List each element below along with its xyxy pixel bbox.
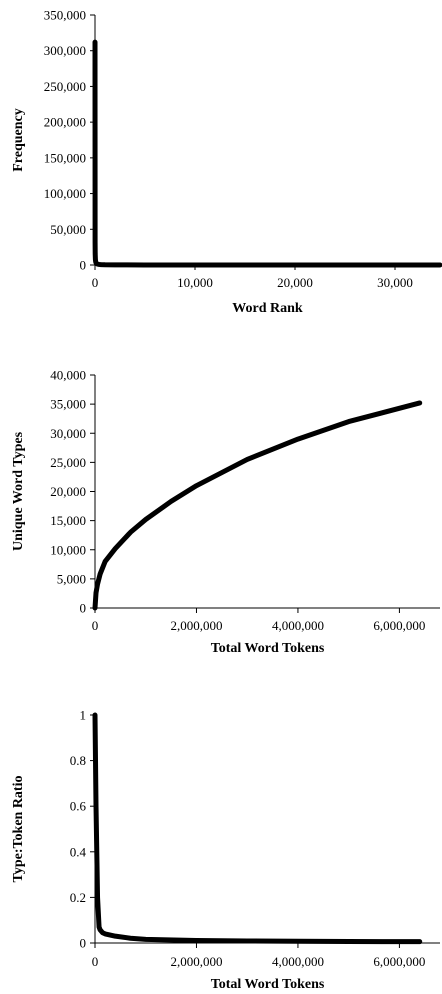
y-tick-label: 0.2: [70, 890, 86, 905]
x-tick-label: 4,000,000: [272, 954, 324, 969]
y-tick-label: 350,000: [44, 8, 86, 23]
y-tick-label: 0: [80, 258, 87, 273]
y-tick-label: 0.6: [70, 799, 87, 814]
y-tick-label: 100,000: [44, 186, 86, 201]
chart-ttr-vs-tokens: 0 0.2 0.4 0.6 0.8 1 0 2,000,000 4,000,000 6,000,0…: [11, 708, 440, 992]
y-tick-label: 30,000: [50, 426, 86, 441]
x-tick-label: 10,000: [177, 275, 213, 290]
series-line: [92, 400, 423, 611]
chart-types-vs-tokens: 0 5,000 10,000 15,000 20,000 25,000 30,000 35,0…: [11, 368, 440, 656]
x-tick-label: 20,000: [277, 275, 313, 290]
x-tick-label: 4,000,000: [272, 618, 324, 633]
x-axis-title: Total Word Tokens: [211, 977, 325, 992]
y-axis-title: Type:Token Ratio: [11, 776, 26, 883]
x-tick-label: 6,000,000: [373, 618, 425, 633]
x-tick-label: 0: [92, 954, 99, 969]
y-tick-label: 10,000: [50, 542, 86, 557]
y-tick-label: 300,000: [44, 43, 86, 58]
y-tick-label: 15,000: [50, 513, 86, 528]
chart-frequency-vs-rank: 0 50,000 100,000 150,000 200,000 250,000 300,0…: [11, 8, 442, 316]
x-tick-label: 6,000,000: [373, 954, 425, 969]
y-tick-label: 0: [80, 936, 87, 951]
y-tick-label: 25,000: [50, 455, 86, 470]
series-line: [92, 712, 423, 945]
y-tick-label: 0.8: [70, 753, 86, 768]
y-tick-label: 35,000: [50, 397, 86, 412]
y-tick-label: 0.4: [70, 844, 87, 859]
y-tick-label: 5,000: [57, 571, 86, 586]
series-line: [92, 39, 442, 268]
x-tick-label: 0: [92, 618, 99, 633]
y-tick-label: 0: [80, 601, 87, 616]
x-axis-title: Word Rank: [232, 301, 303, 316]
y-tick-label: 250,000: [44, 79, 86, 94]
y-tick-label: 20,000: [50, 484, 86, 499]
y-tick-label: 40,000: [50, 368, 86, 383]
x-tick-label: 2,000,000: [170, 954, 222, 969]
x-tick-label: 0: [92, 275, 99, 290]
x-tick-label: 2,000,000: [170, 618, 222, 633]
y-tick-label: 1: [80, 708, 87, 723]
x-tick-label: 30,000: [377, 275, 413, 290]
y-axis-title: Unique Word Types: [11, 431, 26, 551]
y-tick-label: 50,000: [50, 222, 86, 237]
y-tick-label: 150,000: [44, 150, 86, 165]
y-tick-label: 200,000: [44, 115, 86, 130]
x-axis-title: Total Word Tokens: [211, 641, 325, 656]
y-axis-title: Frequency: [11, 108, 26, 172]
